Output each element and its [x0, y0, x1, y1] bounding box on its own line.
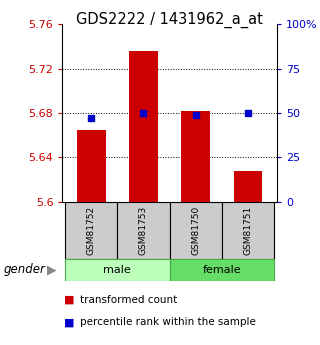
Text: female: female [203, 265, 241, 275]
Text: GSM81753: GSM81753 [139, 206, 148, 255]
Text: percentile rank within the sample: percentile rank within the sample [80, 317, 256, 327]
Bar [170, 259, 274, 281]
Text: transformed count: transformed count [80, 295, 177, 305]
Bar [77, 130, 106, 202]
Text: GSM81751: GSM81751 [244, 206, 252, 255]
Bar [65, 202, 117, 259]
Bar [234, 171, 262, 202]
Text: GSM81750: GSM81750 [191, 206, 200, 255]
Text: ▶: ▶ [47, 264, 57, 276]
Bar [117, 202, 170, 259]
Text: ■: ■ [64, 317, 75, 327]
Bar [181, 111, 210, 202]
Bar [222, 202, 274, 259]
Bar [129, 51, 158, 202]
Text: male: male [103, 265, 131, 275]
Bar [170, 202, 222, 259]
Text: gender: gender [3, 264, 45, 276]
Text: GSM81752: GSM81752 [87, 206, 96, 255]
Text: GDS2222 / 1431962_a_at: GDS2222 / 1431962_a_at [76, 12, 263, 28]
Bar [65, 259, 170, 281]
Text: ■: ■ [64, 295, 75, 305]
